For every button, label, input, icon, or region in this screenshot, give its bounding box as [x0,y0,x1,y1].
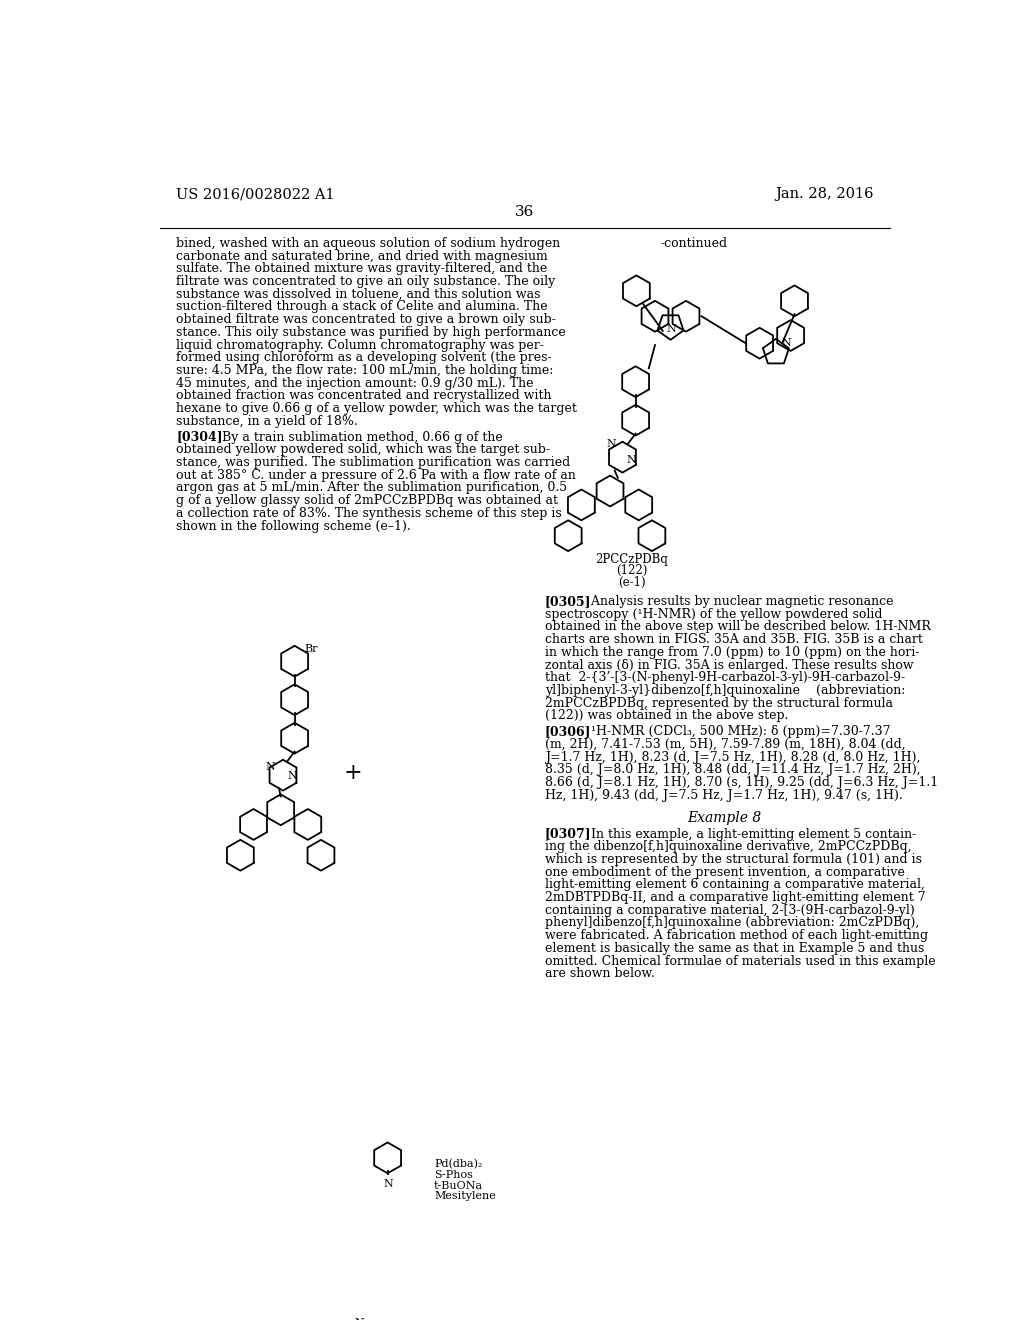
Text: 8.35 (d, J=8.0 Hz, 1H), 8.48 (dd, J=11.4 Hz, J=1.7 Hz, 2H),: 8.35 (d, J=8.0 Hz, 1H), 8.48 (dd, J=11.4… [545,763,921,776]
Text: stance. This oily substance was purified by high performance: stance. This oily substance was purified… [176,326,566,339]
Text: Br: Br [304,644,317,653]
Text: carbonate and saturated brine, and dried with magnesium: carbonate and saturated brine, and dried… [176,249,548,263]
Text: containing a comparative material, 2-[3-(9H-carbazol-9-yl): containing a comparative material, 2-[3-… [545,904,914,917]
Text: liquid chromatography. Column chromatography was per-: liquid chromatography. Column chromatogr… [176,339,544,351]
Text: obtained yellow powdered solid, which was the target sub-: obtained yellow powdered solid, which wa… [176,444,550,457]
Text: bined, washed with an aqueous solution of sodium hydrogen: bined, washed with an aqueous solution o… [176,238,560,249]
Text: N: N [384,1179,393,1189]
Text: Jan. 28, 2016: Jan. 28, 2016 [775,187,873,202]
Text: spectroscopy (¹H-NMR) of the yellow powdered solid: spectroscopy (¹H-NMR) of the yellow powd… [545,607,883,620]
Text: in which the range from 7.0 (ppm) to 10 (ppm) on the hori-: in which the range from 7.0 (ppm) to 10 … [545,645,920,659]
Text: (e-1): (e-1) [617,576,645,589]
Text: which is represented by the structural formula (101) and is: which is represented by the structural f… [545,853,922,866]
Text: 8.66 (d, J=8.1 Hz, 1H), 8.70 (s, 1H), 9.25 (dd, J=6.3 Hz, J=1.1: 8.66 (d, J=8.1 Hz, 1H), 8.70 (s, 1H), 9.… [545,776,938,789]
Text: suction-filtered through a stack of Celite and alumina. The: suction-filtered through a stack of Celi… [176,301,548,313]
Text: Example 8: Example 8 [687,810,761,825]
Text: N: N [781,338,792,347]
Text: 36: 36 [515,205,535,219]
Text: omitted. Chemical formulae of materials used in this example: omitted. Chemical formulae of materials … [545,954,936,968]
Text: one embodiment of the present invention, a comparative: one embodiment of the present invention,… [545,866,905,879]
Text: charts are shown in FIGS. 35A and 35B. FIG. 35B is a chart: charts are shown in FIGS. 35A and 35B. F… [545,634,923,645]
Text: sure: 4.5 MPa, the flow rate: 100 mL/min, the holding time:: sure: 4.5 MPa, the flow rate: 100 mL/min… [176,364,553,378]
Text: +: + [343,762,362,784]
Text: phenyl]dibenzo[f,h]quinoxaline (abbreviation: 2mCzPDBq),: phenyl]dibenzo[f,h]quinoxaline (abbrevia… [545,916,920,929]
Text: [0307]: [0307] [545,828,592,841]
Text: N: N [667,325,677,334]
Text: (122)) was obtained in the above step.: (122)) was obtained in the above step. [545,709,788,722]
Text: Pd(dba)₂: Pd(dba)₂ [434,1159,482,1170]
Text: argon gas at 5 mL/min. After the sublimation purification, 0.5: argon gas at 5 mL/min. After the sublima… [176,482,567,495]
Text: obtained fraction was concentrated and recrystallized with: obtained fraction was concentrated and r… [176,389,552,403]
Text: [0304]: [0304] [176,430,222,444]
Text: [0305]: [0305] [545,595,592,609]
Text: J=1.7 Hz, 1H), 8.23 (d, J=7.5 Hz, 1H), 8.28 (d, 8.0 Hz, 1H),: J=1.7 Hz, 1H), 8.23 (d, J=7.5 Hz, 1H), 8… [545,751,921,763]
Text: -continued: -continued [660,238,727,249]
Text: 2PCCzPDBq: 2PCCzPDBq [595,553,669,566]
Text: N: N [627,454,636,465]
Text: substance, in a yield of 18%.: substance, in a yield of 18%. [176,414,357,428]
Text: N: N [606,440,615,449]
Text: ing the dibenzo[f,h]quinoxaline derivative, 2mPCCzPDBq,: ing the dibenzo[f,h]quinoxaline derivati… [545,841,911,853]
Text: 2mDBTPDBq-II, and a comparative light-emitting element 7: 2mDBTPDBq-II, and a comparative light-em… [545,891,926,904]
Text: obtained filtrate was concentrated to give a brown oily sub-: obtained filtrate was concentrated to gi… [176,313,556,326]
Text: are shown below.: are shown below. [545,968,654,981]
Text: yl]biphenyl-3-yl}dibenzo[f,h]quinoxaline    (abbreviation:: yl]biphenyl-3-yl}dibenzo[f,h]quinoxaline… [545,684,905,697]
Text: filtrate was concentrated to give an oily substance. The oily: filtrate was concentrated to give an oil… [176,275,555,288]
Text: ¹H-NMR (CDCl₃, 500 MHz): δ (ppm)=7.30-7.37: ¹H-NMR (CDCl₃, 500 MHz): δ (ppm)=7.30-7.… [579,725,891,738]
Text: shown in the following scheme (e–1).: shown in the following scheme (e–1). [176,520,411,532]
Text: hexane to give 0.66 g of a yellow powder, which was the target: hexane to give 0.66 g of a yellow powder… [176,403,577,414]
Text: substance was dissolved in toluene, and this solution was: substance was dissolved in toluene, and … [176,288,541,301]
Text: N: N [288,771,297,781]
Text: N: N [266,762,275,772]
Text: element is basically the same as that in Example 5 and thus: element is basically the same as that in… [545,942,925,954]
Text: [0306]: [0306] [545,725,592,738]
Text: t-BuONa: t-BuONa [434,1180,483,1191]
Text: stance, was purified. The sublimation purification was carried: stance, was purified. The sublimation pu… [176,455,570,469]
Text: light-emitting element 6 containing a comparative material,: light-emitting element 6 containing a co… [545,878,925,891]
Text: formed using chloroform as a developing solvent (the pres-: formed using chloroform as a developing … [176,351,552,364]
Text: g of a yellow glassy solid of 2mPCCzBPDBq was obtained at: g of a yellow glassy solid of 2mPCCzBPDB… [176,494,558,507]
Text: obtained in the above step will be described below. 1H-NMR: obtained in the above step will be descr… [545,620,931,634]
Text: (122): (122) [616,564,647,577]
Text: that  2-{3’-[3-(N-phenyl-9H-carbazol-3-yl)-9H-carbazol-9-: that 2-{3’-[3-(N-phenyl-9H-carbazol-3-yl… [545,672,905,684]
Text: 2mPCCzBPDBq, represented by the structural formula: 2mPCCzBPDBq, represented by the structur… [545,697,893,710]
Text: (m, 2H), 7.41-7.53 (m, 5H), 7.59-7.89 (m, 18H), 8.04 (dd,: (m, 2H), 7.41-7.53 (m, 5H), 7.59-7.89 (m… [545,738,905,751]
Text: zontal axis (δ) in FIG. 35A is enlarged. These results show: zontal axis (δ) in FIG. 35A is enlarged.… [545,659,913,672]
Text: were fabricated. A fabrication method of each light-emitting: were fabricated. A fabrication method of… [545,929,928,942]
Text: N: N [354,1317,365,1320]
Text: 45 minutes, and the injection amount: 0.9 g/30 mL). The: 45 minutes, and the injection amount: 0.… [176,376,534,389]
Text: In this example, a light-emitting element 5 contain-: In this example, a light-emitting elemen… [579,828,916,841]
Text: S-Phos: S-Phos [434,1170,473,1180]
Text: a collection rate of 83%. The synthesis scheme of this step is: a collection rate of 83%. The synthesis … [176,507,562,520]
Text: By a train sublimation method, 0.66 g of the: By a train sublimation method, 0.66 g of… [210,430,503,444]
Text: Hz, 1H), 9.43 (dd, J=7.5 Hz, J=1.7 Hz, 1H), 9.47 (s, 1H).: Hz, 1H), 9.43 (dd, J=7.5 Hz, J=1.7 Hz, 1… [545,788,903,801]
Text: US 2016/0028022 A1: US 2016/0028022 A1 [176,187,335,202]
Text: sulfate. The obtained mixture was gravity-filtered, and the: sulfate. The obtained mixture was gravit… [176,263,547,276]
Text: Analysis results by nuclear magnetic resonance: Analysis results by nuclear magnetic res… [579,595,894,609]
Text: Mesitylene: Mesitylene [434,1192,496,1201]
Text: out at 385° C. under a pressure of 2.6 Pa with a flow rate of an: out at 385° C. under a pressure of 2.6 P… [176,469,575,482]
